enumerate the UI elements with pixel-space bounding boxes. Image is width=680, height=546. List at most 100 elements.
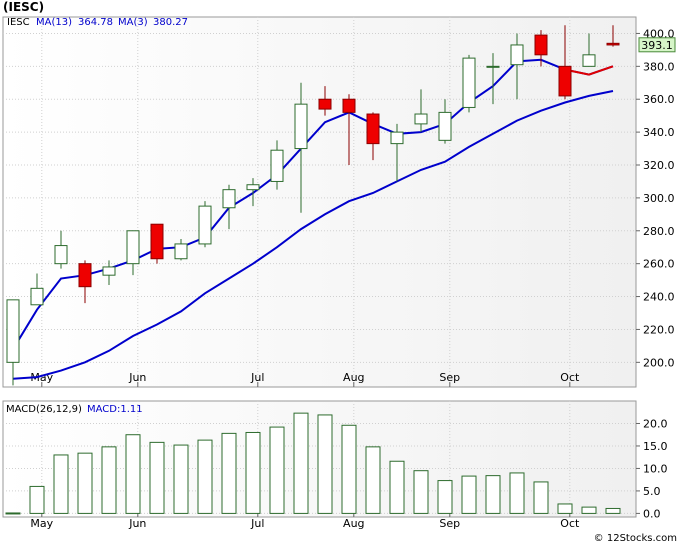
macd-bar xyxy=(557,503,573,514)
macd-bar xyxy=(173,444,189,514)
candle-up xyxy=(198,205,212,245)
price-y-tick-label: 360.0 xyxy=(643,93,675,106)
legend-ma3-name: MA(3) xyxy=(118,17,148,28)
macd-y-tick-label: 15.0 xyxy=(643,440,668,453)
macd-panel: May Jun Jul Aug Sep Oct 0.0 5.0 10.0 15.0 20.0 xyxy=(2,400,668,530)
macd-bar xyxy=(437,480,453,514)
price-x-tick-label: Aug xyxy=(343,371,364,384)
candle-down xyxy=(342,98,356,113)
macd-x-tick-label: Aug xyxy=(343,517,364,530)
macd-bar xyxy=(197,439,213,514)
candle-up xyxy=(438,111,452,141)
macd-y-tick-label: 5.0 xyxy=(643,485,661,498)
candle-up xyxy=(246,184,260,191)
last-price-box xyxy=(638,37,676,53)
price-y-tick-label: 340.0 xyxy=(643,126,675,139)
macd-y-axis: 0.0 5.0 10.0 15.0 20.0 xyxy=(636,417,668,520)
candle-down xyxy=(606,42,620,46)
price-legend: IESC MA(13) 364.78 MA(3) 380.27 xyxy=(7,17,188,28)
last-price-label: 393.1 xyxy=(641,39,673,52)
candle-down xyxy=(558,65,572,97)
price-panel-background xyxy=(2,16,637,388)
macd-bar xyxy=(269,426,285,514)
macd-bar xyxy=(581,506,597,514)
macd-bar xyxy=(101,446,117,514)
macd-bar xyxy=(317,414,333,514)
legend-ma13-value: 364.78 xyxy=(78,17,113,28)
macd-x-axis: May Jun Jul Aug Sep Oct xyxy=(30,512,580,530)
macd-y-tick-label: 20.0 xyxy=(643,417,668,430)
macd-legend-name: MACD xyxy=(87,404,117,415)
macd-legend: MACD(26,12,9) MACD :1.11 xyxy=(6,404,143,415)
macd-x-tick-label: Oct xyxy=(560,517,580,530)
chart-title: (IESC) xyxy=(3,0,44,14)
price-y-tick-label: 240.0 xyxy=(643,291,675,304)
price-y-tick-label: 320.0 xyxy=(643,159,675,172)
macd-bar xyxy=(413,470,429,514)
candle-down xyxy=(318,98,332,110)
macd-title: MACD(26,12,9) xyxy=(6,404,82,415)
price-y-axis: 200.0 220.0 240.0 260.0 280.0 300.0 320.0 340.0… xyxy=(636,27,675,369)
macd-legend-value: :1.11 xyxy=(117,404,143,415)
legend-ticker: IESC xyxy=(7,17,30,28)
price-y-tick-label: 300.0 xyxy=(643,192,675,205)
candle-up xyxy=(222,189,236,209)
macd-bar xyxy=(509,472,525,514)
macd-bar xyxy=(149,441,165,514)
copyright-footer: © 12Stocks.com xyxy=(594,533,677,544)
price-x-tick-label: Jun xyxy=(128,371,146,384)
candle-up xyxy=(390,131,404,145)
candle-down xyxy=(78,263,92,288)
macd-bar xyxy=(605,507,621,514)
macd-x-tick-label: Sep xyxy=(439,517,460,530)
price-y-tick-label: 280.0 xyxy=(643,225,675,238)
macd-x-tick-label: Jul xyxy=(250,517,264,530)
candle-up xyxy=(510,44,524,66)
candlesticks xyxy=(6,25,620,386)
price-y-tick-label: 380.0 xyxy=(643,60,675,73)
candle-down xyxy=(366,113,380,145)
legend-ma3-value: 380.27 xyxy=(153,17,188,28)
last-price-badge: 393.1 xyxy=(638,37,676,53)
candle-up xyxy=(54,245,68,265)
macd-bar xyxy=(125,434,141,514)
macd-bar xyxy=(341,424,357,514)
price-panel: May Jun Jul Aug Sep Oct 200.0220.0240.0260.02… xyxy=(2,16,676,388)
candle-up xyxy=(294,103,308,150)
macd-bar xyxy=(389,460,405,514)
macd-histogram xyxy=(5,412,621,515)
macd-bar xyxy=(533,481,549,514)
candle-up xyxy=(126,230,140,265)
candle-up xyxy=(462,57,476,108)
macd-x-tick-label: Jun xyxy=(128,517,146,530)
price-x-tick-label: Sep xyxy=(439,371,460,384)
macd-bar xyxy=(485,475,501,514)
macd-bar xyxy=(245,431,261,514)
ma-line-ma3-recent xyxy=(564,65,614,76)
legend-ma13-name: MA(13) xyxy=(36,17,72,28)
candle-up xyxy=(414,113,428,125)
macd-y-tick-label: 10.0 xyxy=(643,462,668,475)
macd-bar xyxy=(29,485,45,514)
price-y-tick-label: 200.0 xyxy=(643,356,675,369)
candle-up xyxy=(174,243,188,260)
candle-up xyxy=(582,54,596,67)
macd-bar xyxy=(5,512,21,515)
macd-bar xyxy=(77,452,93,514)
macd-bar xyxy=(365,446,381,514)
candle-up xyxy=(270,149,284,182)
price-y-tick-label: 260.0 xyxy=(643,258,675,271)
macd-x-tick-label: May xyxy=(30,517,53,530)
candle-down xyxy=(150,223,164,260)
candle-up xyxy=(30,287,44,306)
price-y-tick-label: 220.0 xyxy=(643,323,675,336)
macd-bar xyxy=(53,454,69,514)
macd-y-tick-label: 0.0 xyxy=(643,507,661,520)
macd-bar xyxy=(293,412,309,514)
ma-line-ma13 xyxy=(12,90,614,380)
candle-up xyxy=(486,65,500,68)
candle-up xyxy=(6,299,20,363)
macd-bar xyxy=(221,432,237,514)
candle-down xyxy=(534,34,548,56)
